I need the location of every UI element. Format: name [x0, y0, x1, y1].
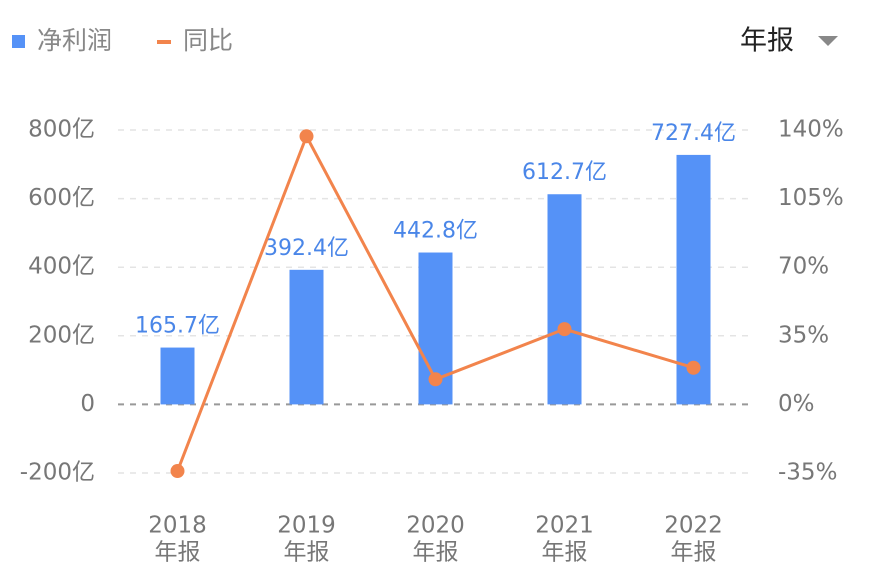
x-tick-sublabel: 年报: [542, 540, 588, 566]
value-label: 165.7亿: [135, 314, 220, 339]
x-tick-label: 2022: [664, 513, 723, 539]
value-label: 612.7亿: [522, 160, 607, 185]
y2-tick-label: 140%: [778, 117, 844, 143]
line-point: [428, 372, 443, 387]
y-tick-label: 200亿: [28, 322, 95, 348]
value-label: 392.4亿: [264, 236, 349, 261]
legend-label: 净利润: [37, 26, 112, 55]
x-tick-label: 2021: [535, 513, 594, 539]
value-label: 727.4亿: [651, 121, 736, 146]
bar: [547, 194, 582, 405]
y2-tick-label: 35%: [778, 322, 829, 348]
bar: [289, 269, 324, 405]
line-point: [557, 322, 572, 337]
y2-tick-label: 0%: [778, 391, 815, 417]
legend-label: 同比: [183, 26, 233, 55]
x-tick-sublabel: 年报: [284, 540, 330, 566]
x-tick-sublabel: 年报: [413, 540, 459, 566]
value-label: 442.8亿: [393, 219, 478, 244]
legend-swatch: [12, 35, 25, 48]
y-tick-label: 0: [80, 391, 95, 417]
legend-swatch: [157, 40, 171, 44]
x-tick-label: 2018: [148, 513, 207, 539]
period-selector[interactable]: 年报: [740, 26, 838, 57]
x-tick-label: 2020: [406, 513, 465, 539]
bar: [160, 347, 195, 405]
y2-tick-label: 70%: [778, 254, 829, 280]
line-point: [686, 360, 701, 375]
x-tick-label: 2019: [277, 513, 336, 539]
y2-tick-label: 105%: [778, 185, 844, 211]
line-point: [170, 464, 185, 479]
line-point: [299, 129, 314, 144]
selector-label[interactable]: 年报: [740, 26, 794, 57]
y-tick-label: 400亿: [28, 254, 95, 280]
y-tick-label: 600亿: [28, 185, 95, 211]
y-tick-label: 800亿: [28, 117, 95, 143]
x-tick-sublabel: 年报: [155, 540, 201, 566]
y-tick-label: -200亿: [20, 460, 95, 486]
dropdown-arrow[interactable]: [818, 36, 838, 46]
y2-tick-label: -35%: [778, 460, 837, 486]
x-tick-sublabel: 年报: [671, 540, 717, 566]
